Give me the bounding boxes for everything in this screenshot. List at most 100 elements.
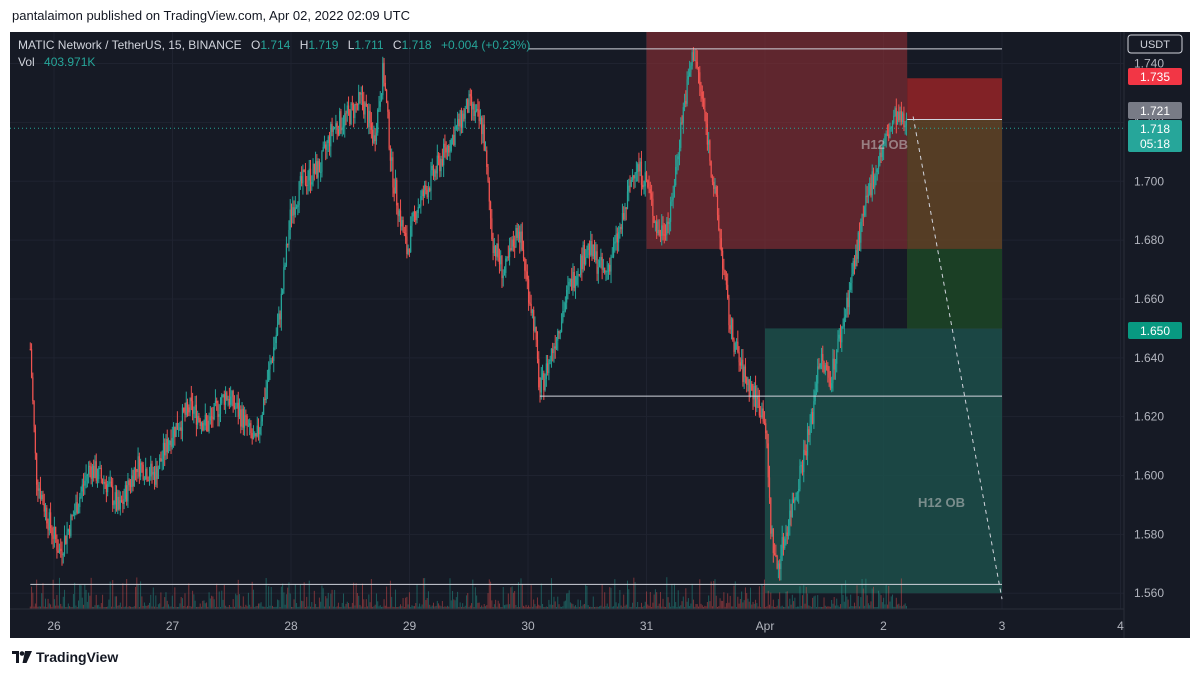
volume-bar-484 xyxy=(643,605,645,609)
volume-bar-109 xyxy=(168,604,170,609)
volume-bar-16 xyxy=(50,604,52,609)
time-axis[interactable]: 26 27 28 29 30 31 Apr 2 3 4 xyxy=(10,608,1124,633)
projection-line xyxy=(912,116,1003,600)
candle-body-617 xyxy=(812,412,814,424)
volume-bar-120 xyxy=(181,598,183,609)
volume-bar-535 xyxy=(708,595,710,609)
volume-bar-125 xyxy=(188,583,190,609)
volume-bar-73 xyxy=(122,583,124,609)
candle-body-669 xyxy=(877,165,880,170)
volume-bar-599 xyxy=(789,598,791,609)
price-scale[interactable]: USDT 1.7401.7201.7001.6801.6601.6401.620… xyxy=(1123,32,1183,638)
candle-body-99 xyxy=(155,466,157,485)
currency-button[interactable] xyxy=(1127,34,1183,54)
candle-body-625 xyxy=(822,353,824,362)
volume-bar-188 xyxy=(268,586,270,609)
volume-bar-11 xyxy=(43,606,45,609)
volume-bar-548 xyxy=(724,606,726,609)
volume-bar-680 xyxy=(892,594,894,609)
candle-body-428 xyxy=(572,271,574,291)
candle-body-24 xyxy=(60,548,62,551)
chart-frame[interactable]: H12 OB H12 OB MATIC Network / TetherUS, … xyxy=(10,28,1190,638)
candle-body-59 xyxy=(104,481,106,485)
candle-body-119 xyxy=(180,427,182,431)
volume-bar-144 xyxy=(212,596,214,609)
candle-body-222 xyxy=(311,182,313,185)
volume-bar-507 xyxy=(672,606,674,609)
volume-bar-234 xyxy=(326,598,328,609)
price-chart[interactable]: H12 OB H12 OB MATIC Network / TetherUS, … xyxy=(10,28,1190,638)
candle-body-621 xyxy=(817,366,819,384)
candle-body-178 xyxy=(255,433,257,437)
candle-body-525 xyxy=(695,59,697,62)
candle-body-316 xyxy=(430,170,432,191)
volume-bar-136 xyxy=(202,600,204,609)
tradingview-logo[interactable]: TradingView xyxy=(12,649,118,665)
volume-bar-28 xyxy=(65,606,67,609)
volume-bar-552 xyxy=(729,595,731,609)
volume-bar-50 xyxy=(93,606,95,609)
candle-body-683 xyxy=(895,108,897,125)
candle-body-543 xyxy=(718,214,720,230)
candle-body-283 xyxy=(388,111,390,149)
candle-body-337 xyxy=(456,118,459,127)
time-tick-1: 27 xyxy=(166,619,180,633)
volume-bar-67 xyxy=(114,596,116,609)
candle-body-282 xyxy=(387,102,389,112)
volume-bar-637 xyxy=(837,605,839,609)
volume-bar-178 xyxy=(255,606,257,609)
volume-bar-611 xyxy=(804,603,806,609)
candle-body-494 xyxy=(656,221,658,234)
candle-body-375 xyxy=(505,258,507,273)
volume-bar-63 xyxy=(109,581,111,609)
candle-body-151 xyxy=(221,395,223,404)
volume-bar-569 xyxy=(751,604,753,609)
candle-body-3 xyxy=(33,401,35,427)
candle-body-73 xyxy=(122,501,124,504)
volume-bar-72 xyxy=(121,606,123,609)
candle-body-199 xyxy=(282,289,284,294)
candle-body-534 xyxy=(706,123,708,145)
candle-body-449 xyxy=(599,260,601,268)
candle-body-488 xyxy=(648,186,650,190)
candle-body-509 xyxy=(675,166,677,186)
volume-bar-532 xyxy=(704,605,706,609)
volume-bar-211 xyxy=(297,606,299,609)
volume-bar-546 xyxy=(722,600,724,609)
candle-body-234 xyxy=(326,142,328,150)
candle-body-372 xyxy=(501,255,503,279)
volume-bar-404 xyxy=(542,603,544,609)
candle-body-98 xyxy=(153,471,156,485)
candle-body-218 xyxy=(306,185,308,187)
candle-body-419 xyxy=(560,321,563,332)
candle-body-642 xyxy=(843,317,845,327)
volume-bar-557 xyxy=(736,606,738,609)
candle-body-501 xyxy=(664,234,667,236)
candle-body-421 xyxy=(563,310,565,312)
volume-bar-18 xyxy=(52,579,54,609)
price-tick-8: 1.580 xyxy=(1134,527,1164,541)
candle-body-332 xyxy=(450,138,452,151)
candle-body-403 xyxy=(540,377,542,393)
candle-body-391 xyxy=(525,270,527,272)
candle-body-361 xyxy=(487,166,489,182)
candle-body-378 xyxy=(508,248,511,258)
volume-bar-499 xyxy=(662,598,664,609)
volume-bar-251 xyxy=(348,602,350,609)
volume-bar-449 xyxy=(599,606,601,609)
candle-body-328 xyxy=(445,147,447,153)
candle-body-652 xyxy=(856,250,858,259)
volume-bar-498 xyxy=(661,606,663,609)
candle-body-173 xyxy=(249,423,251,426)
volume-bar-538 xyxy=(711,606,713,609)
candle-body-219 xyxy=(307,180,309,186)
volume-bar-160 xyxy=(232,599,234,609)
candle-body-287 xyxy=(393,187,395,194)
candle-body-110 xyxy=(169,440,171,445)
volume-bar-5 xyxy=(36,579,38,609)
candle-body-367 xyxy=(495,245,497,257)
candle-body-648 xyxy=(851,274,853,283)
candle-body-431 xyxy=(576,276,578,285)
volume-bar-98 xyxy=(154,606,156,609)
candle-body-220 xyxy=(308,168,310,181)
